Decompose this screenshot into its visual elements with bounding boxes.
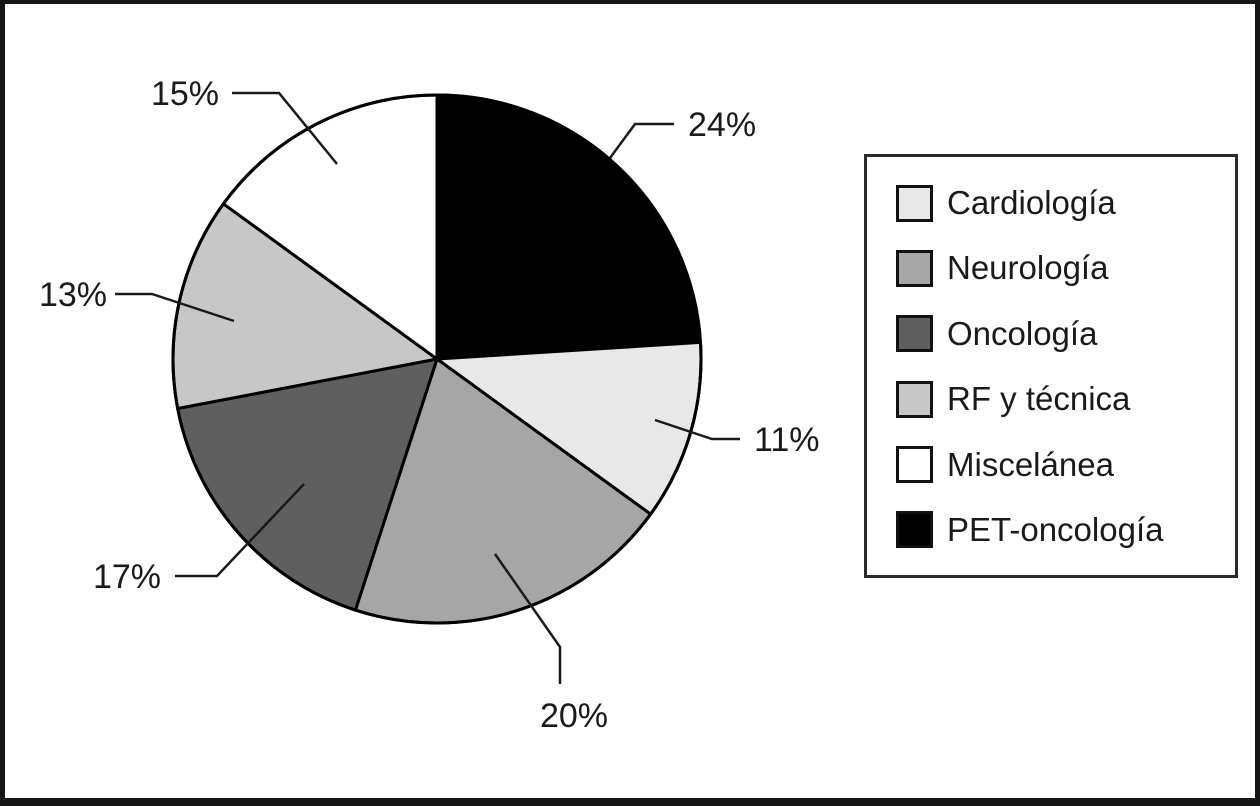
legend-swatch-cardiologia — [896, 184, 933, 222]
slice-label-neurologia: 20% — [540, 697, 608, 735]
legend-label: Miscelánea — [947, 445, 1114, 483]
legend-item-cardiologia: Cardiología — [896, 184, 1215, 222]
leader-line-rf-y-tecnica — [115, 292, 235, 323]
legend-label: PET-oncología — [947, 510, 1164, 548]
legend-label: RF y técnica — [947, 380, 1131, 418]
pie-slice-pet-oncologia — [435, 93, 703, 361]
leader-line-miscelanea — [232, 91, 338, 165]
slice-label-miscelanea: 15% — [151, 75, 219, 113]
legend-swatch-oncologia — [896, 315, 933, 353]
leader-line-oncologia — [175, 483, 305, 578]
legend-item-neurologia: Neurología — [896, 249, 1215, 287]
slice-label-pet-oncologia: 24% — [688, 106, 756, 144]
slice-label-cardiologia: 11% — [754, 421, 820, 459]
legend-swatch-rf-y-tecnica — [896, 380, 933, 418]
legend-label: Neurología — [947, 249, 1109, 287]
pie-chart: 24% 11% 20% 17% 13% 15% — [39, 75, 820, 735]
legend-swatch-miscelanea — [896, 446, 933, 484]
legend-item-oncologia: Oncología — [896, 315, 1215, 353]
legend-item-pet-oncologia: PET-oncología — [896, 511, 1215, 549]
legend-label: Oncología — [947, 314, 1098, 352]
legend-swatch-pet-oncologia — [896, 511, 933, 549]
slice-label-rf-y-tecnica: 13% — [39, 276, 107, 314]
legend-item-rf-y-tecnica: RF y técnica — [896, 380, 1215, 418]
legend-item-miscelanea: Miscelánea — [896, 446, 1215, 484]
legend-label: Cardiología — [947, 184, 1116, 221]
slice-label-oncologia: 17% — [93, 558, 161, 596]
pie-outline — [171, 93, 703, 625]
leader-line-pet-oncologia — [608, 122, 674, 159]
legend-box: Cardiología Neurología Oncología RF y técni… — [864, 154, 1238, 578]
legend-swatch-neurologia — [896, 249, 933, 287]
leader-line-neurologia — [493, 553, 562, 684]
leader-line-cardiologia — [654, 418, 740, 441]
